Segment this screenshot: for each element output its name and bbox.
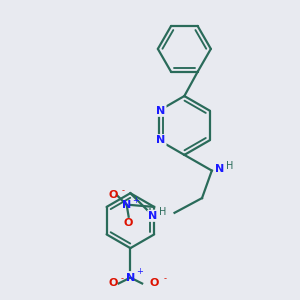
Text: N: N bbox=[156, 135, 165, 145]
Text: H: H bbox=[226, 161, 233, 171]
Text: -: - bbox=[163, 274, 166, 283]
Text: O: O bbox=[149, 278, 159, 289]
Text: -: - bbox=[121, 274, 124, 283]
Text: +: + bbox=[136, 267, 142, 276]
Text: O: O bbox=[108, 278, 117, 289]
Text: N: N bbox=[215, 164, 224, 174]
Text: N: N bbox=[148, 211, 158, 221]
Text: -: - bbox=[121, 186, 124, 195]
Text: +: + bbox=[132, 196, 139, 205]
Text: O: O bbox=[108, 190, 118, 200]
Text: O: O bbox=[124, 218, 133, 228]
Text: N: N bbox=[156, 106, 165, 116]
Text: N: N bbox=[122, 200, 131, 210]
Text: N: N bbox=[126, 273, 135, 283]
Text: H: H bbox=[159, 207, 166, 217]
